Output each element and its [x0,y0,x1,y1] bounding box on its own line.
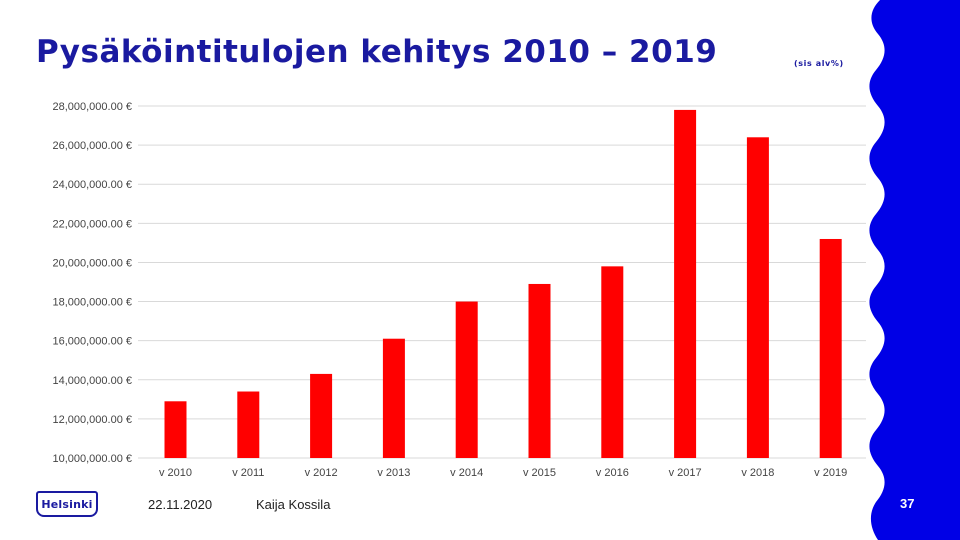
bar-chart: 10,000,000.00 € 12,000,000.00 € 14,000,000… [52,101,866,479]
y-tick-label: 22,000,000.00 € [52,218,132,230]
bar [310,373,333,458]
bar [164,401,187,458]
y-tick-label: 18,000,000.00 € [52,297,132,309]
x-tick-label: v 2011 [232,467,264,479]
bar [601,266,624,458]
logo-text: Helsinki [41,497,93,511]
y-tick-label: 28,000,000.00 € [52,101,132,113]
y-tick-label: 24,000,000.00 € [52,179,132,191]
y-tick-label: 12,000,000.00 € [52,414,132,426]
bar [237,391,260,458]
x-tick-label: v 2019 [814,467,847,479]
bar [819,238,842,458]
x-tick-label: v 2016 [596,467,629,479]
x-tick-label: v 2017 [669,467,702,479]
page-number: 37 [900,496,915,511]
y-tick-label: 16,000,000.00 € [52,336,132,348]
x-tick-label: v 2014 [450,467,483,479]
y-tick-label: 14,000,000.00 € [52,375,132,387]
x-tick-label: v 2015 [523,467,556,479]
y-tick-label: 10,000,000.00 € [52,453,132,465]
y-tick-label: 26,000,000.00 € [52,140,132,152]
x-tick-label: v 2010 [159,467,192,479]
footer-author: Kaija Kossila [256,497,331,512]
bar [528,283,551,458]
bar [746,137,769,459]
y-tick-label: 20,000,000.00 € [52,257,132,269]
wave-shape [869,0,960,540]
helsinki-logo: Helsinki [36,491,98,517]
footer-date: 22.11.2020 [148,497,213,512]
bar [382,338,405,458]
page-title: Pysäköintitulojen kehitys 2010 – 2019 [36,34,718,70]
decorative-wave-band [869,0,960,540]
bar [674,109,697,459]
x-tick-label: v 2013 [377,467,410,479]
vat-note: (sis alv%) [794,59,844,68]
x-tick-label: v 2018 [741,467,774,479]
bar [455,301,478,458]
x-tick-label: v 2012 [305,467,338,479]
